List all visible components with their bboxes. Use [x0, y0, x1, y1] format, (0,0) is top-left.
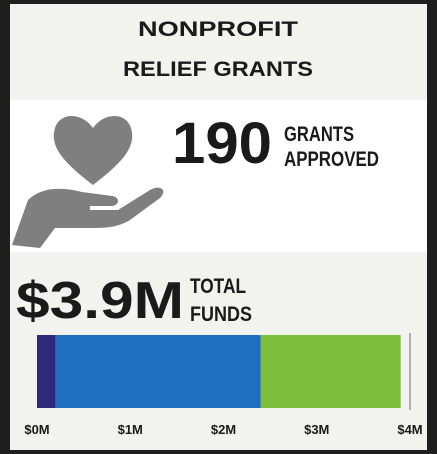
- header-panel: [10, 4, 427, 100]
- funds-label: TOTAL: [190, 275, 246, 298]
- x-tick-label: $0M: [24, 422, 49, 437]
- bar-segment: [260, 335, 401, 408]
- heart-hand-icon: [12, 116, 164, 248]
- funds-label: FUNDS: [190, 303, 252, 326]
- x-tick-label: $2M: [211, 422, 236, 437]
- grants-label: APPROVED: [284, 148, 379, 171]
- grants-label: GRANTS: [284, 123, 354, 146]
- funds-value: $3.9M: [16, 272, 184, 330]
- title-line: NONPROFIT: [138, 18, 298, 41]
- x-tick-label: $3M: [304, 422, 329, 437]
- bar-segment: [37, 335, 56, 408]
- bar-segment: [55, 335, 261, 408]
- x-tick-label: $4M: [397, 422, 422, 437]
- title-line: RELIEF GRANTS: [123, 58, 313, 81]
- x-tick-label: $1M: [118, 422, 143, 437]
- grants-value: 190: [172, 111, 272, 176]
